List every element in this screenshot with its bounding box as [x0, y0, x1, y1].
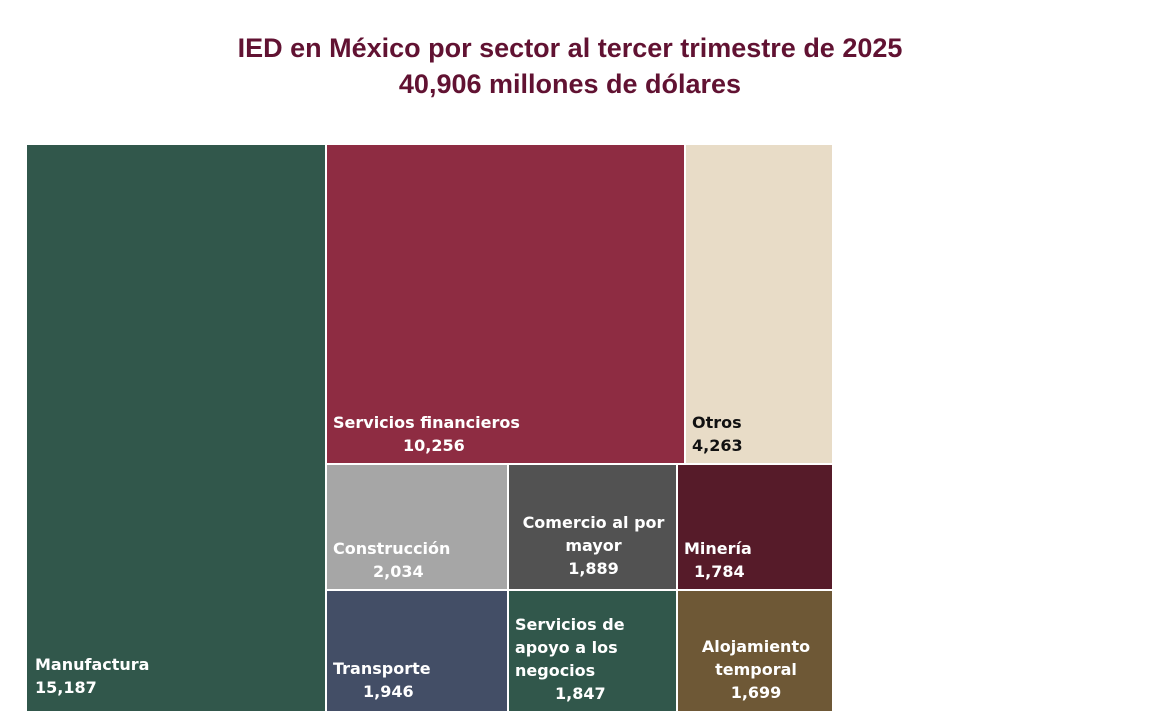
tile-label: Alojamiento temporal 1,699	[678, 635, 832, 704]
treemap-tile-alojamiento-temporal: Alojamiento temporal 1,699	[677, 590, 833, 712]
tile-value-label: 4,263	[692, 436, 743, 455]
tile-category-label: Alojamiento	[701, 637, 811, 656]
tile-category-label: mayor	[565, 536, 622, 555]
tile-category-label: Construcción	[333, 539, 451, 558]
tile-label: Manufactura 15,187	[35, 653, 295, 699]
chart-subtitle: 40,906 millones de dólares	[398, 69, 742, 99]
tile-category-label: Servicios de	[515, 615, 625, 634]
treemap-tile-transporte: Transporte 1,946	[326, 590, 508, 712]
tile-value-label: 1,889	[568, 559, 619, 578]
treemap-tile-otros: Otros 4,263	[685, 144, 833, 464]
tile-label: Minería 1,784	[684, 537, 829, 583]
chart-title-block: IED en México por sector al tercer trime…	[0, 30, 1140, 102]
tile-label: Otros 4,263	[692, 411, 832, 457]
treemap-tile-comercio-al-por-mayor: Comercio al por mayor 1,889	[508, 464, 677, 590]
tile-category-label: Manufactura	[35, 655, 150, 674]
tile-label: Construcción 2,034	[333, 537, 503, 583]
tile-label: Comercio al por mayor 1,889	[509, 511, 676, 580]
treemap-tile-mineria: Minería 1,784	[677, 464, 833, 590]
tile-value-label: 2,034	[373, 562, 424, 581]
tile-value-label: 1,784	[694, 562, 745, 581]
tile-label: Servicios financieros 10,256	[333, 411, 633, 457]
tile-category-label: temporal	[715, 660, 797, 679]
tile-value-label: 15,187	[35, 678, 97, 697]
tile-category-label: Otros	[692, 413, 742, 432]
tile-label: Servicios de apoyo a los negocios 1,847	[515, 613, 675, 705]
treemap-tile-servicios-financieros: Servicios financieros 10,256	[326, 144, 685, 464]
tile-category-label: negocios	[515, 661, 596, 680]
tile-category-label: Transporte	[333, 659, 431, 678]
tile-value-label: 1,847	[555, 684, 606, 703]
treemap-tile-manufactura: Manufactura 15,187	[26, 144, 326, 712]
tile-label: Transporte 1,946	[333, 657, 503, 703]
tile-category-label: Minería	[684, 539, 752, 558]
tile-value-label: 1,699	[730, 683, 782, 702]
tile-category-label: apoyo a los	[515, 638, 618, 657]
chart-title: IED en México por sector al tercer trime…	[237, 33, 903, 63]
treemap-tile-construccion: Construcción 2,034	[326, 464, 508, 590]
tile-value-label: 1,946	[363, 682, 414, 701]
tile-value-label: 10,256	[403, 436, 465, 455]
treemap-tile-servicios-de-apoyo-a-los-negocios: Servicios de apoyo a los negocios 1,847	[508, 590, 677, 712]
tile-category-label: Comercio al por	[522, 513, 665, 532]
tile-category-label: Servicios financieros	[333, 413, 520, 432]
